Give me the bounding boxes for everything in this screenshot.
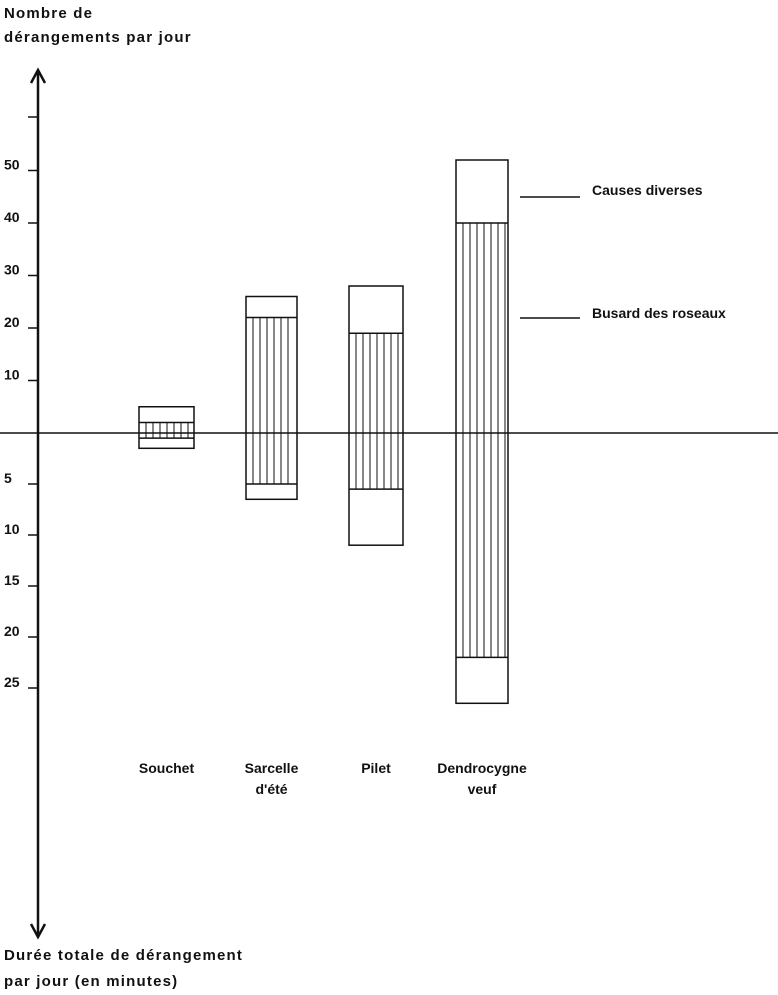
bar-group-2 — [348, 285, 404, 546]
y-axis-title-bottom-line-1: Durée totale de dérangement — [4, 947, 243, 964]
legend-label-busard: Busard des roseaux — [592, 305, 726, 321]
bar-group-3 — [455, 159, 509, 705]
category-label-0-line-0: Souchet — [139, 760, 195, 776]
y-tick-label-bottom-5: 5 — [4, 470, 12, 486]
bar-busard-stripes-1 — [252, 317, 289, 484]
y-tick-label-top-40: 40 — [4, 209, 20, 225]
category-label-3-line-0: Dendrocygne — [437, 760, 527, 776]
y-axis-title-top-line-2: dérangements par jour — [4, 29, 192, 46]
y-tick-label-top-10: 10 — [4, 367, 20, 383]
y-axis-arrow-up-icon — [29, 67, 47, 84]
category-label-3-line-1: veuf — [468, 781, 497, 797]
bar-group-1 — [245, 295, 298, 501]
y-axis-title-top-line-1: Nombre de — [4, 5, 93, 22]
bar-outline-3 — [455, 159, 509, 705]
y-axis-ticks: 50 40 30 20 10 5 10 15 20 25 — [4, 157, 38, 690]
bar-busard-stripes-0 — [145, 422, 189, 439]
y-tick-label-top-30: 30 — [4, 262, 20, 278]
y-tick-label-top-20: 20 — [4, 314, 20, 330]
y-tick-label-bottom-20: 20 — [4, 623, 20, 639]
category-label-2-line-0: Pilet — [361, 760, 391, 776]
legend-label-causes: Causes diverses — [592, 182, 703, 198]
bar-outline-1 — [245, 295, 298, 501]
bar-group-0 — [138, 406, 195, 450]
y-tick-label-top-50: 50 — [4, 157, 20, 173]
bar-busard-stripes-3 — [462, 223, 506, 658]
bar-outline-2 — [348, 285, 404, 546]
y-tick-label-bottom-10: 10 — [4, 521, 20, 537]
y-tick-label-bottom-15: 15 — [4, 572, 20, 588]
category-label-1-line-0: Sarcelle — [245, 760, 299, 776]
bar-busard-stripes-2 — [355, 333, 399, 490]
y-axis-title-bottom-line-2: par jour (en minutes) — [4, 973, 178, 990]
y-tick-label-bottom-25: 25 — [4, 674, 20, 690]
category-labels: Souchet Sarcelle d'été Pilet Dendrocygne veuf — [139, 760, 527, 797]
bars-group — [138, 159, 509, 705]
y-axis-arrow-down-icon — [29, 923, 47, 940]
bar-outline-0 — [138, 406, 195, 450]
category-label-1-line-1: d'été — [255, 781, 287, 797]
